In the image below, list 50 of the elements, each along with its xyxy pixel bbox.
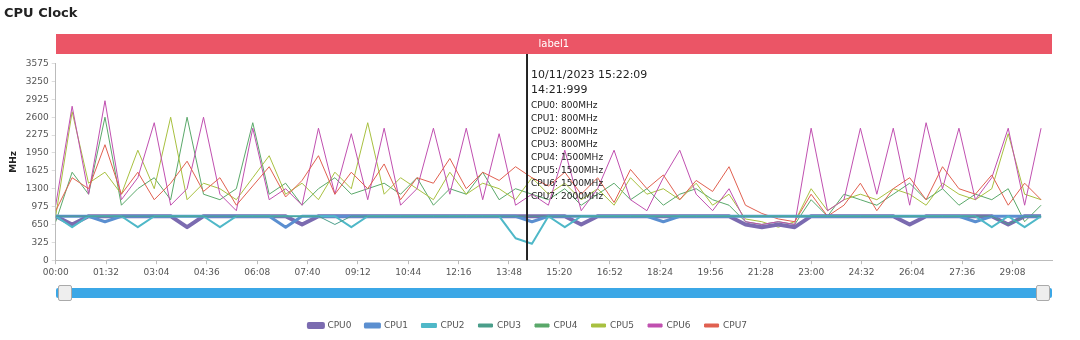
- x-tick-label: 10:44: [395, 266, 422, 277]
- label-strip: label1: [55, 33, 1052, 54]
- y-axis-title: MHz: [7, 151, 18, 173]
- y-tick-label: 2600: [25, 111, 49, 122]
- annotation: CPU5: 1500MHz: [531, 164, 604, 175]
- x-tick-label: 27:36: [949, 266, 976, 277]
- x-tick-label: 15:20: [546, 266, 573, 277]
- legend-label: CPU4: [553, 319, 578, 330]
- y-tick-label: 2275: [25, 129, 49, 140]
- annotation: CPU3: 800MHz: [531, 138, 598, 149]
- y-tick-label: 0: [42, 254, 49, 265]
- y-tick-label: 650: [31, 218, 49, 229]
- x-tick-label: 24:32: [848, 266, 875, 277]
- x-tick-label: 13:48: [496, 266, 523, 277]
- y-tick-label: 1625: [25, 165, 49, 176]
- x-tick-label: 16:52: [596, 266, 623, 277]
- x-tick-label: 18:24: [647, 266, 674, 277]
- x-tick-label: 09:12: [344, 266, 371, 277]
- x-tick-label: 21:28: [747, 266, 775, 277]
- legend-label: CPU7: [723, 319, 748, 330]
- x-tick-label: 12:16: [445, 266, 472, 277]
- legend-label: CPU3: [496, 319, 522, 330]
- legend-label: CPU2: [440, 319, 465, 330]
- y-tick-label: 3250: [25, 75, 49, 86]
- x-tick-label: 03:04: [143, 266, 170, 277]
- y-tick-label: 2925: [25, 93, 49, 104]
- legend-label: CPU1: [383, 319, 408, 330]
- y-tick-label: 3575: [25, 57, 49, 68]
- annotation: 10/11/2023 15:22:09: [531, 68, 648, 82]
- legend-label: CPU5: [610, 319, 635, 330]
- x-tick-label: 26:04: [898, 266, 926, 277]
- annotation: CPU1: 800MHz: [531, 112, 598, 123]
- legend-label: CPU6: [666, 319, 691, 330]
- annotation: 14:21:999: [531, 83, 588, 97]
- x-tick-label: 06:08: [244, 266, 271, 277]
- x-tick-label: 01:32: [93, 266, 120, 277]
- y-tick-label: 1950: [25, 147, 49, 158]
- legend-label: CPU0: [327, 319, 352, 330]
- chart-title: CPU Clock: [4, 5, 78, 21]
- x-tick-label: 19:56: [697, 266, 724, 277]
- annotation: CPU0: 800MHz: [531, 99, 598, 110]
- x-tick-label: 00:00: [42, 266, 69, 277]
- y-tick-label: 975: [31, 200, 49, 211]
- x-tick-label: 04:36: [193, 266, 221, 277]
- x-tick-label: 07:40: [294, 266, 321, 277]
- x-tick-label: 23:00: [798, 266, 825, 277]
- x-tick-label: 29:08: [999, 266, 1026, 277]
- annotation: CPU2: 800MHz: [531, 125, 598, 136]
- y-tick-label: 325: [31, 236, 49, 247]
- y-tick-label: 1300: [25, 183, 49, 194]
